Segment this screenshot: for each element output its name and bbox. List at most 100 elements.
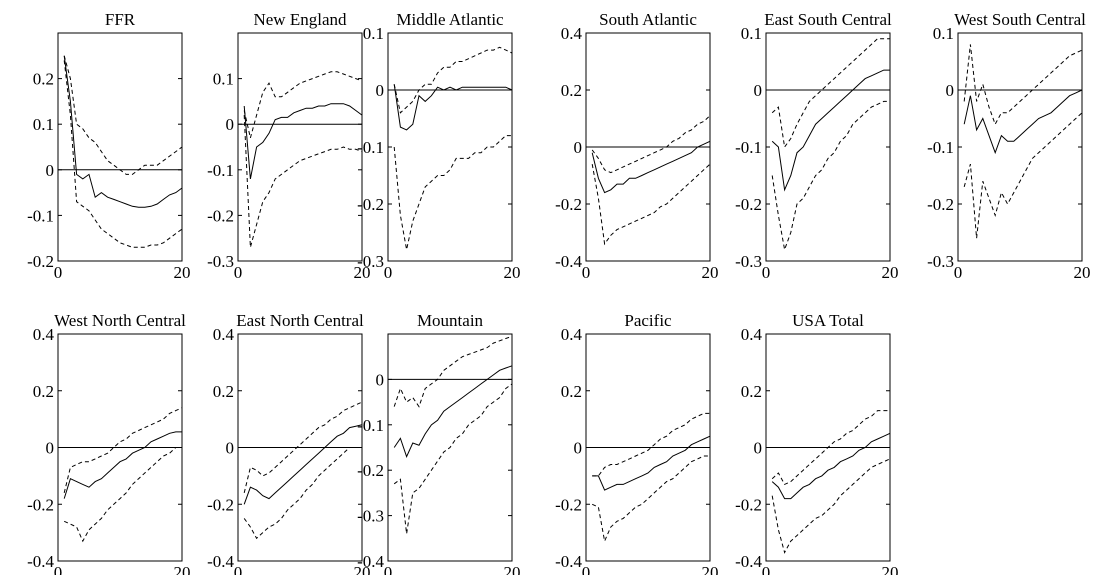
y-tick-label: -0.1 [735,138,762,157]
impulse-response-line [393,365,513,458]
panel-title: Pacific [624,311,672,330]
confidence-band-line [243,401,363,494]
y-tick-label: -0.4 [357,552,384,571]
y-tick-label: -0.2 [735,195,762,214]
x-tick-label: 0 [954,263,963,282]
x-tick-label: 0 [54,563,63,575]
panel-title: New England [253,10,347,29]
x-tick-label: 20 [354,263,371,282]
y-tick-label: 0.4 [741,325,763,344]
y-tick-label: -0.2 [27,252,54,271]
y-tick-label: 0 [574,138,583,157]
confidence-band-line [63,447,182,543]
confidence-band-line [963,44,1083,126]
y-tick-label: 0 [574,439,583,458]
plot-frame [57,32,183,262]
x-tick-label: 0 [54,263,63,282]
panel-south-atlantic: South Atlantic -0.4 -0.2 0 0.2 0.4 0 20 [555,10,718,282]
y-tick-label: -0.2 [207,495,234,514]
x-tick-label: 0 [582,263,591,282]
y-tick-label: 0 [754,81,763,100]
panel-title: USA Total [792,311,864,330]
y-tick-label: -0.1 [357,416,384,435]
x-tick-label: 20 [174,563,191,575]
x-tick-label: 20 [882,263,899,282]
x-tick-label: 0 [582,563,591,575]
confidence-band-line [393,46,513,114]
y-tick-label: 0 [754,439,763,458]
y-tick-label: 0 [946,81,955,100]
y-tick-label: 0.4 [561,325,583,344]
x-tick-label: 20 [174,263,191,282]
impulse-response-line [243,103,363,179]
confidence-band-line [243,447,362,540]
y-tick-label: -0.3 [207,252,234,271]
y-tick-label: -0.2 [207,206,234,225]
panel-title: South Atlantic [599,10,697,29]
plot-frame [387,333,513,562]
impulse-response-line [591,140,711,194]
confidence-band-line [63,60,183,248]
panel-title: Mountain [417,311,484,330]
panel-mountain: Mountain -0.4 -0.3 -0.2 -0.1 0 0 20 [357,311,520,575]
confidence-band-line [243,115,363,248]
confidence-band-line [592,412,710,477]
x-tick-label: 20 [882,563,899,575]
panel-title: East North Central [236,311,364,330]
confidence-band-line [393,383,513,534]
y-tick-label: -0.2 [27,495,54,514]
confidence-band-line [243,71,363,139]
x-tick-label: 0 [762,263,771,282]
confidence-band-line [63,407,183,494]
panel-title: West North Central [54,311,186,330]
y-tick-label: -0.2 [357,461,384,480]
confidence-band-line [591,115,711,174]
y-tick-label: -0.2 [555,495,582,514]
y-tick-label: -0.3 [735,252,762,271]
panel-east-south-central: East South Central -0.3 -0.2 -0.1 0 0.1 0 20 [735,10,898,282]
y-tick-label: 0 [376,370,385,389]
y-tick-label: 0 [226,115,235,134]
y-tick-label: -0.2 [927,195,954,214]
x-tick-label: 20 [354,563,371,575]
y-tick-label: 0.2 [561,382,582,401]
confidence-band-line [771,458,891,554]
confidence-band-line [591,455,710,543]
y-tick-label: 0 [376,81,385,100]
confidence-band-line [963,112,1083,239]
y-tick-label: -0.2 [555,195,582,214]
impulse-response-line [771,432,891,500]
y-tick-label: -0.1 [27,206,54,225]
confidence-band-line [591,163,711,246]
impulse-response-line [592,435,711,491]
y-tick-label: 0.2 [741,382,762,401]
panel-west-south-central: West South Central -0.3 -0.2 -0.1 0 0.1 0 20 [927,10,1090,282]
plot-frame [957,32,1083,262]
y-tick-label: 0.1 [33,115,54,134]
panel-title: FFR [105,10,136,29]
y-tick-label: 0.4 [33,325,55,344]
plot-frame [237,32,363,262]
confidence-band-line [393,135,512,250]
impulse-response-line [963,89,1083,155]
x-tick-label: 20 [504,563,521,575]
x-tick-label: 20 [504,263,521,282]
y-tick-label: 0.1 [363,24,384,43]
y-tick-label: -0.4 [735,552,762,571]
y-tick-label: -0.4 [555,252,582,271]
y-tick-label: -0.1 [927,138,954,157]
panel-usa-total: USA Total -0.4 -0.2 0 0.2 0.4 0 20 [735,311,898,575]
panel-pacific: Pacific -0.4 -0.2 0 0.2 0.4 0 20 [555,311,718,575]
x-tick-label: 0 [384,563,393,575]
plot-frame [765,32,891,262]
x-tick-label: 0 [762,563,771,575]
impulse-response-line [771,69,890,192]
y-tick-label: 0.2 [213,382,234,401]
x-tick-label: 20 [702,563,719,575]
panel-middle-atlantic: Middle Atlantic -0.3 -0.2 -0.1 0 0.1 0 20 [357,10,520,282]
panel-east-north-central: East North Central -0.4 -0.2 0 0.2 0.4 0 20 [207,311,370,575]
x-tick-label: 0 [234,563,243,575]
y-tick-label: 0.1 [741,24,762,43]
confidence-band-line [393,335,513,408]
